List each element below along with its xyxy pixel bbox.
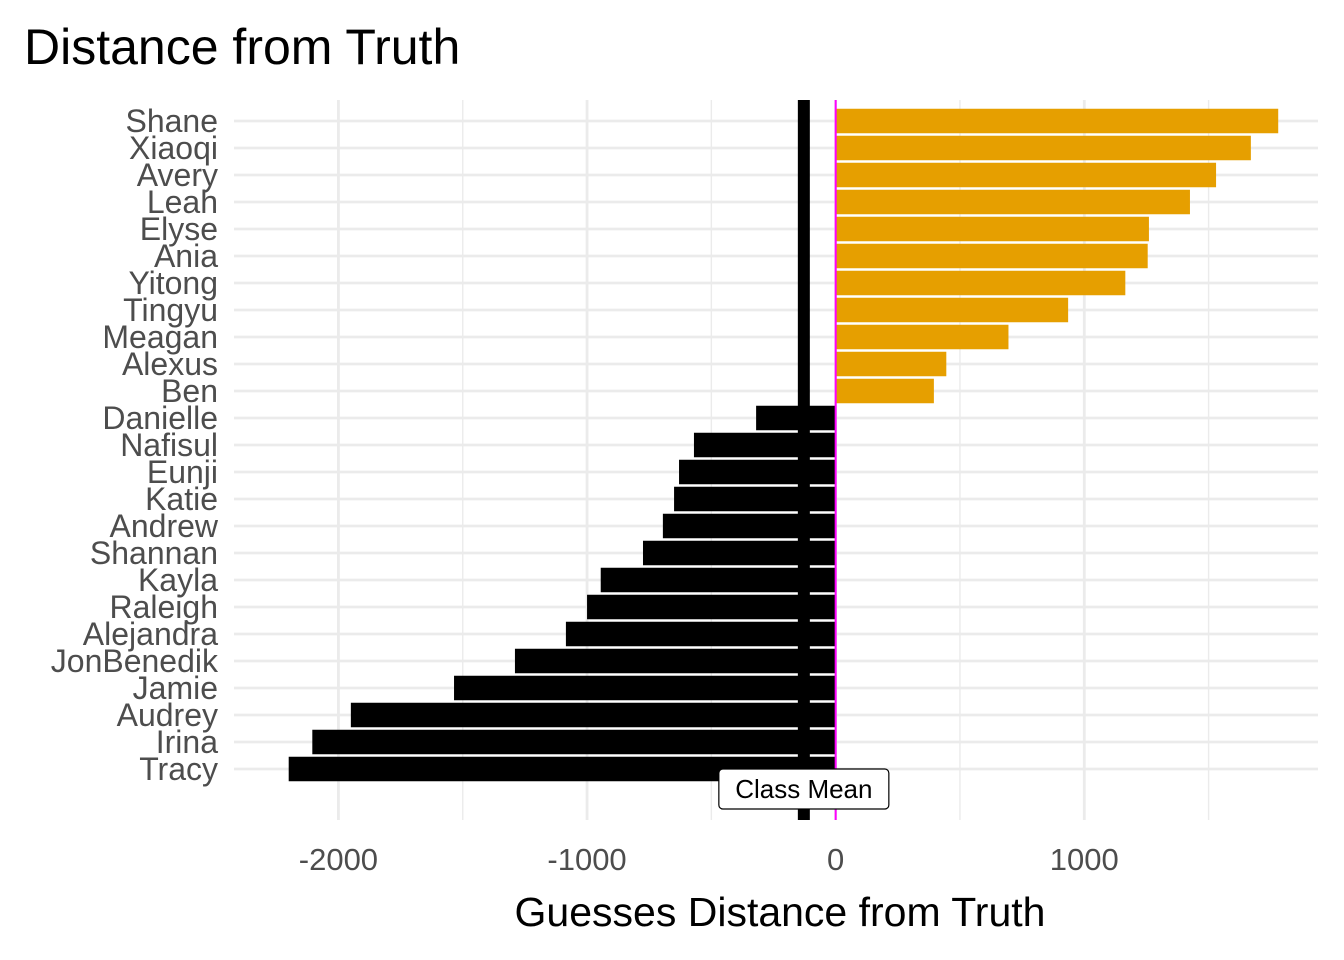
class-mean-label-box (718, 768, 890, 810)
y-tick-label: Audrey (117, 697, 218, 733)
x-tick-label: -1000 (547, 842, 626, 877)
bar-meagan (835, 324, 1009, 350)
bar-ben (835, 378, 934, 404)
y-tick-label: Raleigh (109, 589, 218, 625)
y-tick-label: Meagan (102, 319, 218, 355)
x-axis-title: Guesses Distance from Truth (515, 889, 1046, 935)
bar-irina (312, 729, 836, 755)
y-tick-label: Nafisul (120, 427, 218, 463)
bar-ania (835, 243, 1148, 269)
y-tick-label: Katie (145, 481, 218, 517)
y-tick-label: Tingyu (123, 292, 218, 328)
y-tick-label: Andrew (110, 508, 219, 544)
bar-nafisul (693, 432, 836, 458)
y-tick-label: Jamie (133, 670, 218, 706)
y-tick-label: Ania (154, 238, 218, 274)
bar-xiaoqi (835, 135, 1251, 161)
x-tick-label: 1000 (1050, 842, 1119, 877)
y-tick-label: Ben (161, 373, 218, 409)
bar-elyse (835, 216, 1149, 242)
reference-lines: Class Mean (718, 100, 890, 820)
y-tick-label: Leah (147, 184, 218, 220)
y-tick-label: Avery (137, 157, 218, 193)
bar-katie (674, 486, 836, 512)
bar-kayla (600, 567, 836, 593)
y-tick-labels: ShaneXiaoqiAveryLeahElyseAniaYitongTingy… (51, 103, 219, 787)
bar-alexus (835, 351, 947, 377)
bar-audrey (350, 702, 836, 728)
y-tick-label: Elyse (140, 211, 218, 247)
y-tick-label: Shannan (90, 535, 218, 571)
bar-avery (835, 162, 1217, 188)
chart-title: Distance from Truth (24, 19, 460, 75)
class-mean-label-text: Class Mean (735, 774, 872, 804)
y-tick-label: Yitong (128, 265, 218, 301)
bar-yitong (835, 270, 1126, 296)
y-tick-label: Eunji (147, 454, 218, 490)
bar-tingyu (835, 297, 1069, 323)
bar-leah (835, 189, 1190, 215)
y-tick-label: Kayla (138, 562, 218, 598)
bar-raleigh (587, 594, 836, 620)
x-tick-labels: -2000 -1000 0 1000 (299, 842, 1119, 877)
class-mean-label: Class Mean (718, 768, 890, 810)
y-tick-label: Alejandra (83, 616, 218, 652)
y-tick-label: Xiaoqi (129, 130, 218, 166)
y-tick-label: Irina (156, 724, 218, 760)
y-tick-label: JonBenedik (51, 643, 219, 679)
bar-danielle (756, 405, 836, 431)
y-tick-label: Danielle (102, 400, 218, 436)
bar-shane (835, 108, 1279, 134)
y-tick-label: Tracy (139, 751, 218, 787)
y-tick-label: Shane (125, 103, 218, 139)
bar-eunji (679, 459, 836, 485)
y-tick-label: Alexus (122, 346, 218, 382)
bar-jamie (454, 675, 836, 701)
x-tick-label: 0 (827, 842, 844, 877)
bar-jonbenedik (514, 648, 836, 674)
x-tick-label: -2000 (299, 842, 378, 877)
bar-alejandra (565, 621, 836, 647)
